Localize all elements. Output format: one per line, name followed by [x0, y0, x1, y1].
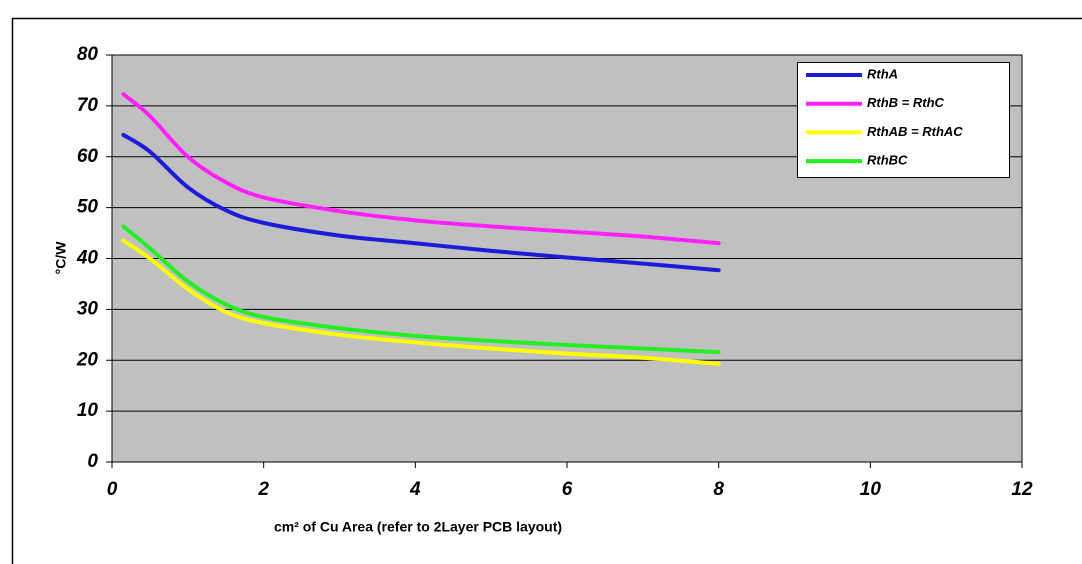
legend-label: RthA: [867, 66, 898, 81]
frame: [11, 17, 1082, 564]
legend-label: RthB = RthC: [867, 95, 945, 110]
x-axis-label: cm² of Cu Area (refer to 2Layer PCB layo…: [274, 519, 562, 535]
x-tick-label: 2: [257, 479, 269, 500]
series-line: [121, 132, 721, 273]
legend-label: RthBC: [867, 153, 908, 168]
y-tick-label: 70: [77, 95, 99, 116]
legend-label: RthAB = RthAC: [867, 124, 963, 139]
y-tick-label: 20: [76, 349, 99, 370]
y-tick-label: 10: [77, 400, 99, 421]
y-axis-label: °C/W: [53, 241, 69, 275]
series-lines: [121, 92, 721, 366]
series-line: [121, 238, 721, 366]
series-line: [121, 92, 721, 246]
y-tick-label: 30: [77, 298, 99, 319]
x-tick-label: 4: [409, 479, 421, 500]
x-tick-label: 6: [562, 479, 573, 500]
legend: [797, 62, 1010, 178]
series-line: [121, 224, 721, 355]
x-tick-label: 0: [107, 479, 118, 500]
y-tick-label: 0: [87, 451, 98, 472]
x-tick-label: 12: [1011, 479, 1033, 500]
y-tick-label: 80: [77, 44, 99, 65]
plot-border: [111, 54, 1023, 463]
x-tick-label: 10: [860, 479, 882, 500]
y-tick-label: 50: [77, 197, 99, 218]
x-tick-label: 8: [713, 479, 724, 500]
y-tick-label: 60: [77, 146, 99, 167]
legend-entries: RthA RthB = RthC RthAB = RthAC RthBC: [806, 66, 963, 168]
y-tick-label: 40: [76, 248, 99, 269]
